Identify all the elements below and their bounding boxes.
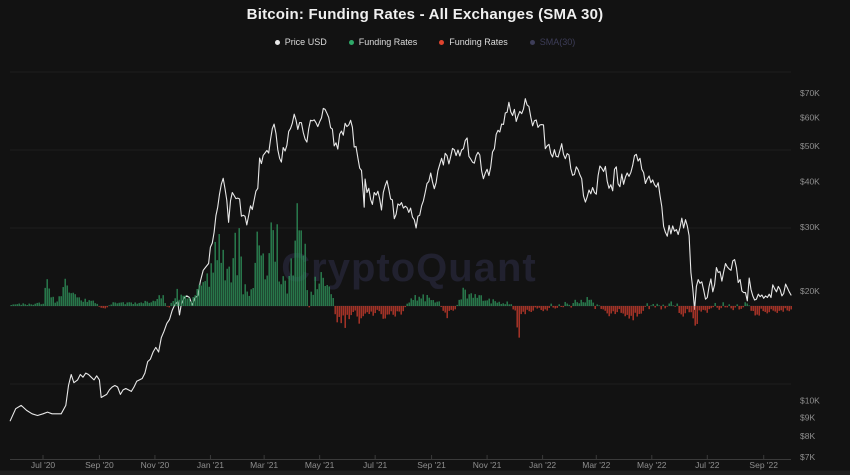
legend-item-funding-positive[interactable]: Funding Rates bbox=[348, 37, 418, 47]
x-axis-label: Sep '20 bbox=[85, 460, 114, 470]
y-axis-label: $8K bbox=[800, 431, 815, 441]
x-axis-label: Sep '21 bbox=[417, 460, 446, 470]
x-axis-label: Jul '20 bbox=[31, 460, 56, 470]
legend-item-sma30[interactable]: SMA(30) bbox=[529, 37, 576, 47]
y-axis-label: $30K bbox=[800, 222, 820, 232]
y-axis-label: $10K bbox=[800, 396, 820, 406]
x-axis-label: Nov '21 bbox=[473, 460, 502, 470]
x-axis-label: Mar '22 bbox=[582, 460, 610, 470]
x-axis-label: May '21 bbox=[305, 460, 335, 470]
legend-item-price-usd[interactable]: Price USD bbox=[274, 37, 327, 47]
funding-positive-dot-icon bbox=[348, 39, 354, 45]
chart-title: Bitcoin: Funding Rates - All Exchanges (… bbox=[246, 6, 604, 23]
y-axis-label: $20K bbox=[800, 286, 820, 296]
bottom-strip bbox=[0, 470, 850, 475]
x-axis-label: May '22 bbox=[637, 460, 667, 470]
cryptoquant-watermark: CryptoQuant bbox=[281, 246, 536, 290]
legend-label: Price USD bbox=[284, 37, 327, 47]
legend-label: SMA(30) bbox=[539, 37, 576, 47]
chart-legend: Price USD Funding Rates Funding Rates SM… bbox=[0, 37, 850, 47]
y-axis-label: $60K bbox=[800, 112, 820, 122]
y-axis-label: $9K bbox=[800, 412, 815, 422]
funding-negative-dot-icon bbox=[439, 39, 445, 45]
funding-rate-bars bbox=[10, 203, 792, 338]
x-axis-label: Jan '21 bbox=[197, 460, 224, 470]
sma30-dot-icon bbox=[529, 39, 535, 45]
legend-item-funding-negative[interactable]: Funding Rates bbox=[439, 37, 508, 47]
x-axis-label: Sep '22 bbox=[749, 460, 778, 470]
y-axis-label: $50K bbox=[800, 141, 820, 151]
x-axis-label: Jan '22 bbox=[529, 460, 556, 470]
y-axis-label: $70K bbox=[800, 88, 820, 98]
price-usd-dot-icon bbox=[274, 39, 280, 45]
x-axis-label: Jul '21 bbox=[363, 460, 388, 470]
legend-label: Funding Rates bbox=[449, 37, 508, 47]
x-axis-label: Nov '20 bbox=[141, 460, 170, 470]
y-axis-label: $40K bbox=[800, 176, 820, 186]
y-axis-label: $7K bbox=[800, 452, 815, 462]
price-line bbox=[9, 98, 792, 422]
legend-label: Funding Rates bbox=[358, 37, 418, 47]
x-axis-label: Jul '22 bbox=[695, 460, 720, 470]
x-axis-label: Mar '21 bbox=[250, 460, 278, 470]
